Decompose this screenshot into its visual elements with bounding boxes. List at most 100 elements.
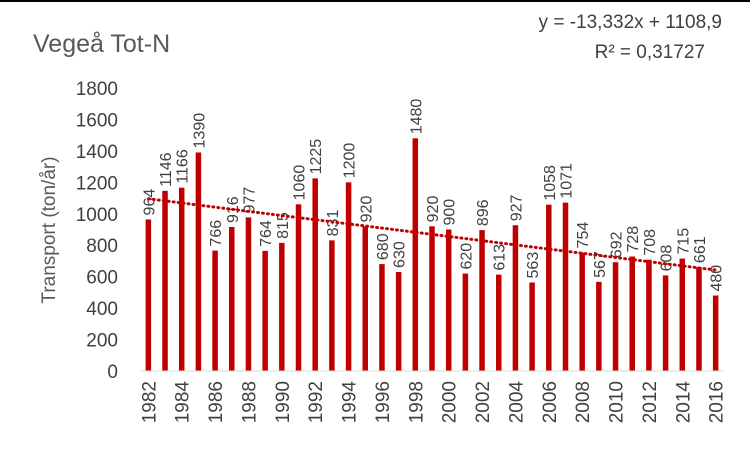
data-label: 608 <box>659 245 676 272</box>
trendline-path <box>146 197 718 272</box>
data-label: 480 <box>709 265 726 292</box>
bar <box>445 229 452 371</box>
bar <box>679 258 686 371</box>
bar <box>395 271 402 371</box>
y-tick-label: 1800 <box>76 79 118 100</box>
bar <box>546 204 552 371</box>
data-label: 1071 <box>558 163 575 199</box>
data-label: 692 <box>609 231 626 258</box>
data-label: 1060 <box>292 165 309 201</box>
data-label: 630 <box>392 241 409 268</box>
x-tick-label: 1994 <box>340 381 361 424</box>
bar <box>596 281 602 371</box>
data-label: 613 <box>492 244 509 271</box>
bar <box>579 252 585 371</box>
bar <box>462 273 469 371</box>
bar <box>279 242 285 371</box>
bar <box>429 226 435 371</box>
data-label: 920 <box>425 196 442 223</box>
bar <box>512 225 519 371</box>
x-tick-label: 2002 <box>473 381 494 423</box>
bar <box>262 250 268 371</box>
x-tick-label: 2012 <box>640 381 661 423</box>
y-axis: 0 200 400 600 800 1000 1200 1400 1600 1800 <box>76 79 118 383</box>
bar <box>696 267 702 371</box>
y-tick-label: 400 <box>86 299 118 320</box>
x-tick-label: 1986 <box>206 381 227 423</box>
data-label: 766 <box>208 220 225 247</box>
data-label: 1200 <box>342 143 359 179</box>
x-tick-label: 2004 <box>506 381 527 424</box>
data-label: 661 <box>692 236 709 263</box>
y-tick-label: 600 <box>86 268 118 289</box>
top-border <box>0 0 750 2</box>
data-label: 764 <box>258 220 275 247</box>
x-tick-label: 2016 <box>707 381 728 423</box>
bar <box>329 240 335 371</box>
data-label: 920 <box>358 196 375 223</box>
chart-title: Vegeå Tot-N <box>33 30 170 58</box>
bar <box>662 275 669 371</box>
data-labels: 9641146116613907669169777648151060122583… <box>141 99 725 292</box>
data-label: 977 <box>241 187 258 214</box>
x-tick-label: 1984 <box>173 381 194 424</box>
bar <box>162 190 168 371</box>
data-label: 563 <box>525 252 542 279</box>
bar <box>195 152 202 371</box>
data-label: 896 <box>475 199 492 226</box>
data-label: 715 <box>675 228 692 255</box>
y-tick-label: 1600 <box>76 110 118 131</box>
data-label: 728 <box>625 226 642 253</box>
x-tick-label: 1996 <box>373 381 394 423</box>
bar <box>245 217 252 371</box>
x-tick-label: 1992 <box>306 381 327 423</box>
data-label: 620 <box>458 243 475 270</box>
x-tick-label: 1988 <box>239 381 260 423</box>
data-label: 964 <box>141 189 158 216</box>
bar <box>629 256 635 371</box>
bar <box>646 259 652 371</box>
data-label: 927 <box>508 194 525 221</box>
data-label: 1146 <box>158 152 175 187</box>
x-tick-label: 2006 <box>540 381 561 423</box>
data-label: 900 <box>442 199 459 226</box>
bar <box>145 219 152 371</box>
bar <box>712 295 719 371</box>
y-tick-label: 1000 <box>76 205 118 226</box>
y-tick-label: 0 <box>107 362 118 383</box>
bars <box>145 138 719 371</box>
bar <box>612 262 619 371</box>
data-label: 754 <box>575 222 592 249</box>
y-tick-label: 1400 <box>76 142 118 163</box>
x-tick-label: 1998 <box>406 381 427 423</box>
data-label: 1166 <box>175 149 192 184</box>
bar <box>479 230 485 371</box>
data-label: 815 <box>275 212 292 239</box>
bar <box>345 182 352 371</box>
x-tick-label: 1982 <box>139 381 160 423</box>
data-label: 708 <box>642 229 659 256</box>
bar <box>212 250 218 371</box>
bar <box>562 202 569 371</box>
data-label: 1058 <box>542 165 559 201</box>
bar <box>379 264 385 371</box>
x-tick-label: 2010 <box>607 381 628 423</box>
bar <box>178 187 185 371</box>
x-tick-label: 2008 <box>573 381 594 423</box>
trendline <box>146 197 718 272</box>
bar <box>529 282 535 371</box>
x-tick-label: 1990 <box>273 381 294 423</box>
y-tick-label: 1200 <box>76 173 118 194</box>
data-label: 1390 <box>191 113 208 149</box>
x-axis: 1982 1984 1986 1988 1990 1992 1994 1996 1998 2000… <box>139 370 728 424</box>
bar <box>312 178 318 371</box>
y-axis-label: Transport (ton/år) <box>39 156 60 303</box>
data-label: 680 <box>375 233 392 260</box>
bar <box>495 274 502 371</box>
data-label: 1225 <box>308 139 325 175</box>
bar <box>229 226 235 371</box>
y-tick-label: 200 <box>86 331 118 352</box>
y-tick-label: 800 <box>86 236 118 257</box>
